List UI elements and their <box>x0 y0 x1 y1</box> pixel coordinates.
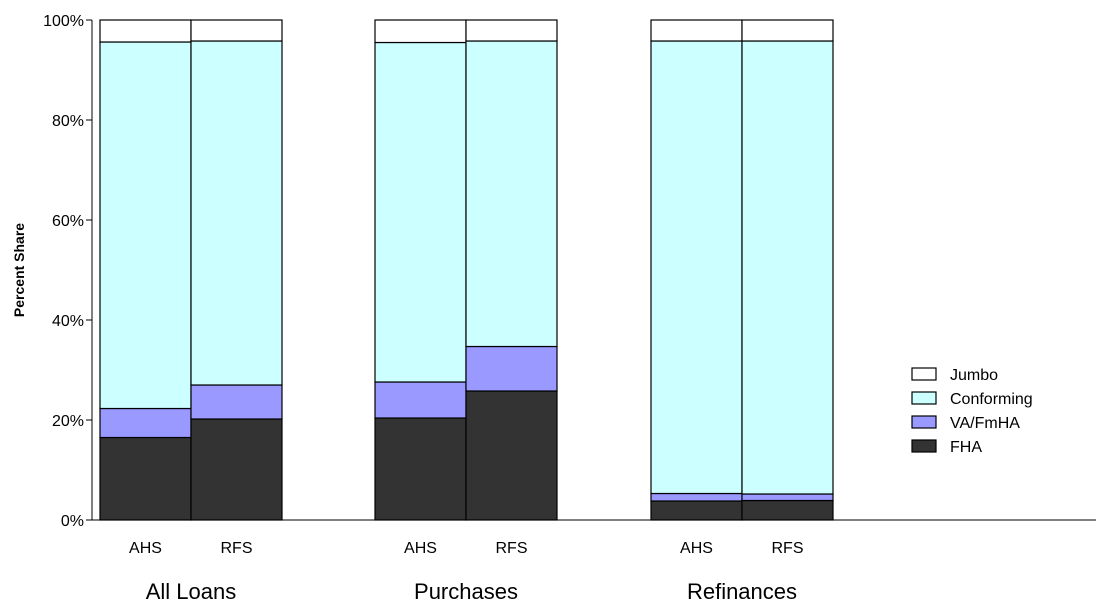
bar-segment-fha-4 <box>650 500 743 521</box>
group-label: Purchases <box>414 579 518 604</box>
legend-label: FHA <box>950 439 982 456</box>
bar-label: AHS <box>404 540 437 557</box>
legend-label: Conforming <box>950 391 1033 408</box>
group-label: Refinances <box>687 579 797 604</box>
bar-segment-jumbo-5 <box>741 19 834 42</box>
bar-segment-conforming-2 <box>374 41 467 383</box>
bars-layer <box>99 19 834 521</box>
bar-segment-va-fmha-0 <box>99 407 192 439</box>
bar-segment-conforming-4 <box>650 40 743 495</box>
bar-segment-jumbo-3 <box>465 19 558 42</box>
legend-label: VA/FmHA <box>950 415 1020 432</box>
bar-segment-fha-1 <box>190 418 283 521</box>
y-tick-label: 100% <box>43 13 84 30</box>
bar-segment-jumbo-1 <box>190 19 283 42</box>
axes-layer: 0% 20% 40% 60% 80% 100% AHS RFS All Loans AHS RFS P… <box>43 13 1096 604</box>
bar-label: AHS <box>129 540 162 557</box>
y-axis-title: Percent Share <box>11 223 27 317</box>
bar-segment-fha-0 <box>99 436 192 521</box>
bar-segment-fha-2 <box>374 417 467 521</box>
legend-swatch <box>911 367 937 381</box>
bar-segment-va-fmha-3 <box>465 345 558 392</box>
bar-label: RFS <box>221 540 253 557</box>
bar-segment-va-fmha-4 <box>650 492 743 502</box>
bar-label: RFS <box>772 540 804 557</box>
bar-segment-fha-3 <box>465 390 558 521</box>
bar-segment-jumbo-4 <box>650 19 743 42</box>
legend-swatch <box>911 415 937 429</box>
y-tick-label: 60% <box>52 213 84 230</box>
bar-segment-jumbo-0 <box>99 19 192 43</box>
group-label: All Loans <box>146 579 237 604</box>
y-tick-label: 0% <box>61 513 84 530</box>
bar-segment-conforming-1 <box>190 40 283 386</box>
bar-segment-conforming-3 <box>465 40 558 348</box>
bar-segment-fha-5 <box>741 499 834 521</box>
y-tick-label: 80% <box>52 113 84 130</box>
y-tick-label: 20% <box>52 413 84 430</box>
bar-segment-conforming-5 <box>741 40 834 495</box>
bar-segment-va-fmha-2 <box>374 381 467 419</box>
bar-segment-jumbo-2 <box>374 19 467 44</box>
bar-label: AHS <box>680 540 713 557</box>
bar-segment-conforming-0 <box>99 41 192 410</box>
legend-label: Jumbo <box>950 367 998 384</box>
legend-swatch <box>911 391 937 405</box>
bar-segment-va-fmha-5 <box>741 493 834 502</box>
legend: Jumbo Conforming VA/FmHA FHA <box>911 367 1033 456</box>
bar-segment-va-fmha-1 <box>190 384 283 420</box>
legend-swatch <box>911 439 937 453</box>
y-tick-label: 40% <box>52 313 84 330</box>
bar-label: RFS <box>496 540 528 557</box>
